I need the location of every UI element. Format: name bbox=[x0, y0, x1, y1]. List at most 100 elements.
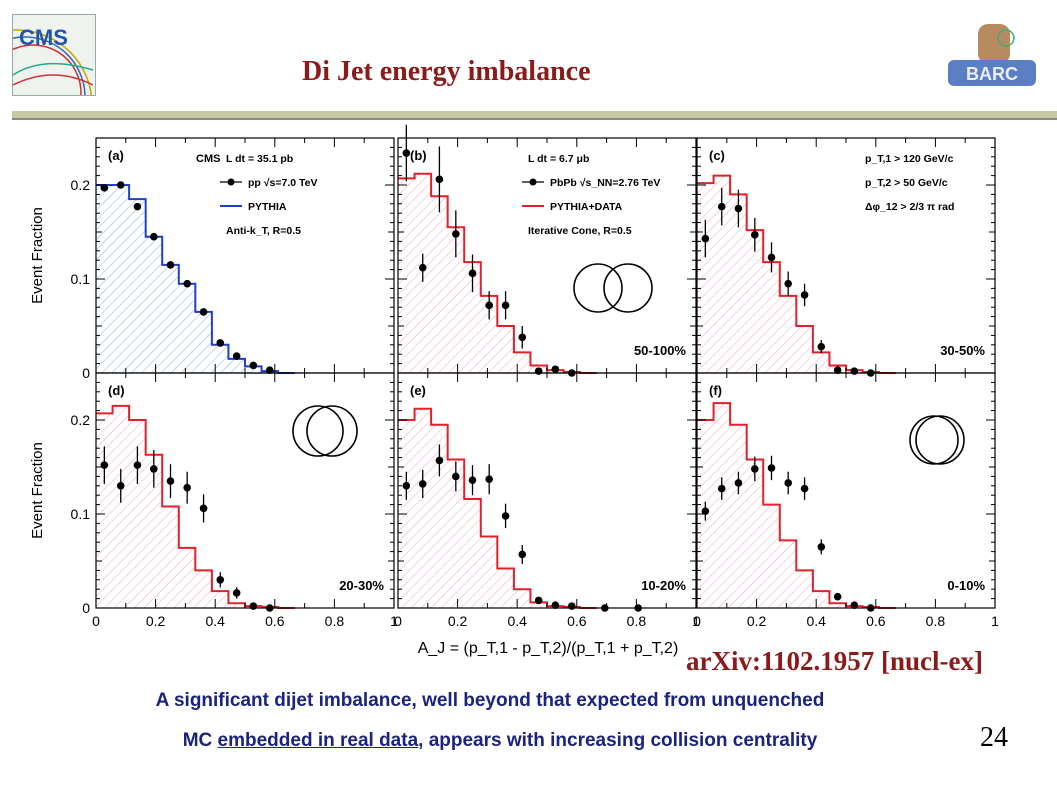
data-point bbox=[485, 301, 493, 310]
data-point bbox=[199, 504, 208, 513]
data-point bbox=[833, 592, 842, 601]
panel-d: (d) 20-30% 0 0.1 0.2 Event Fraction 0 0.2 0.4 0.6… bbox=[29, 372, 398, 629]
overlap-circle-f-2 bbox=[915, 415, 965, 465]
histogram-line bbox=[96, 404, 295, 609]
x-tick-label: 1 bbox=[692, 613, 700, 629]
x-tick-label: 0.2 bbox=[448, 613, 468, 629]
legend-entry: L dt = 35.1 pb bbox=[226, 153, 293, 165]
centrality-label: 20-30% bbox=[339, 578, 384, 593]
overlap-circle-d-1 bbox=[292, 405, 344, 457]
histogram-line bbox=[96, 184, 295, 374]
data-point bbox=[567, 602, 576, 610]
caption-line-1: A significant dijet imbalance, well beyo… bbox=[155, 690, 825, 711]
x-tick-label: 0 bbox=[394, 613, 402, 629]
data-point bbox=[817, 543, 826, 551]
y-tick-label: 0.1 bbox=[71, 271, 91, 287]
data-point bbox=[767, 464, 776, 472]
panel-label: (e) bbox=[410, 383, 426, 398]
panel-e: (e) 10-20% 0 0.2 0.4 0.6 0.8 1 bbox=[394, 372, 700, 629]
data-point bbox=[166, 477, 175, 485]
data-point bbox=[100, 461, 109, 469]
data-point bbox=[518, 550, 527, 559]
x-tick-label: 0.8 bbox=[627, 613, 647, 629]
x-tick-label: 0.8 bbox=[325, 613, 345, 629]
data-point bbox=[232, 352, 241, 360]
y-tick-label: 0.1 bbox=[71, 506, 91, 522]
histogram-fill bbox=[398, 408, 597, 608]
histogram-line bbox=[697, 402, 896, 609]
centrality-label: 10-20% bbox=[641, 578, 686, 593]
data-point bbox=[216, 339, 225, 347]
y-tick-label: 0.2 bbox=[71, 412, 91, 428]
data-point bbox=[800, 484, 809, 493]
data-point bbox=[418, 263, 427, 272]
x-tick-label: 0.6 bbox=[265, 613, 285, 629]
x-tick-label: 0.2 bbox=[747, 613, 767, 629]
data-point bbox=[701, 507, 710, 515]
data-point bbox=[501, 512, 510, 520]
legend-entry: Δφ_12 > 2/3 π rad bbox=[865, 201, 954, 213]
data-point bbox=[468, 269, 477, 278]
data-point bbox=[183, 483, 191, 492]
y-axis-label: Event Fraction bbox=[29, 442, 46, 539]
caption-line-2-start: MC bbox=[182, 730, 218, 751]
data-point bbox=[501, 301, 510, 310]
legend-entry: PYTHIA bbox=[248, 201, 287, 213]
data-point bbox=[133, 461, 142, 469]
data-point bbox=[717, 484, 726, 493]
legend-entry: PbPb √s_NN=2.76 TeV bbox=[550, 177, 660, 189]
data-point bbox=[116, 482, 125, 490]
data-point bbox=[402, 149, 411, 157]
centrality-label: 50-100% bbox=[634, 343, 686, 358]
data-point bbox=[435, 175, 444, 184]
panel-f: (f) 0-10% 0 0.2 0.4 0.6 0.8 1 bbox=[693, 372, 999, 629]
x-tick-label: 0.6 bbox=[567, 613, 587, 629]
panel-a: (a) CMS L dt = 35.1 pb pp √s=7.0 TeV PYTHIA A… bbox=[29, 137, 395, 381]
panel-label: (f) bbox=[709, 383, 722, 398]
data-point bbox=[534, 596, 543, 605]
x-tick-label: 0.8 bbox=[926, 613, 946, 629]
data-point bbox=[265, 366, 274, 374]
legend-entry: Iterative Cone, R=0.5 bbox=[528, 225, 632, 237]
overlap-circle-b-2 bbox=[603, 263, 653, 313]
legend-entry: p_T,2 > 50 GeV/c bbox=[865, 177, 948, 189]
centrality-label: 0-10% bbox=[947, 578, 985, 593]
data-point bbox=[751, 465, 759, 473]
histogram-line bbox=[398, 172, 597, 374]
data-point bbox=[216, 576, 225, 584]
data-point bbox=[232, 589, 241, 597]
data-point bbox=[133, 202, 142, 211]
data-point bbox=[485, 475, 493, 484]
title-divider bbox=[12, 111, 1057, 120]
data-point bbox=[518, 333, 527, 342]
data-point bbox=[100, 184, 109, 192]
histogram-line bbox=[398, 407, 597, 609]
legend-entry: Anti-k_T, R=0.5 bbox=[226, 225, 301, 237]
data-point bbox=[784, 279, 792, 288]
data-point bbox=[452, 230, 460, 238]
data-point bbox=[734, 479, 743, 487]
x-tick-label: 0.4 bbox=[205, 613, 225, 629]
arxiv-reference: arXiv:1102.1957 [nucl-ex] bbox=[686, 646, 983, 676]
x-tick-label: 1 bbox=[991, 613, 999, 629]
overlap-circle-d-2 bbox=[306, 405, 358, 457]
data-point bbox=[701, 234, 710, 243]
x-tick-label: 0.4 bbox=[806, 613, 826, 629]
data-point bbox=[418, 480, 427, 488]
x-tick-label: 0.2 bbox=[146, 613, 166, 629]
panel-label: (c) bbox=[709, 148, 725, 163]
data-point bbox=[199, 308, 208, 316]
data-point bbox=[850, 367, 859, 375]
data-point bbox=[468, 476, 477, 484]
y-tick-label: 0 bbox=[82, 365, 90, 381]
barc-logo: BARC bbox=[944, 18, 1040, 96]
data-point bbox=[800, 291, 809, 299]
centrality-label: 30-50% bbox=[940, 343, 985, 358]
x-axis-label: A_J = (p_T,1 - p_T,2)/(p_T,1 + p_T,2) bbox=[418, 640, 679, 657]
embedded-data-link[interactable]: embedded in real data bbox=[217, 730, 419, 751]
legend-entry: p_T,1 > 120 GeV/c bbox=[865, 153, 954, 165]
data-point bbox=[767, 253, 776, 262]
x-tick-label: 0 bbox=[693, 613, 701, 629]
legend-marker bbox=[529, 178, 537, 186]
data-point bbox=[183, 279, 191, 288]
